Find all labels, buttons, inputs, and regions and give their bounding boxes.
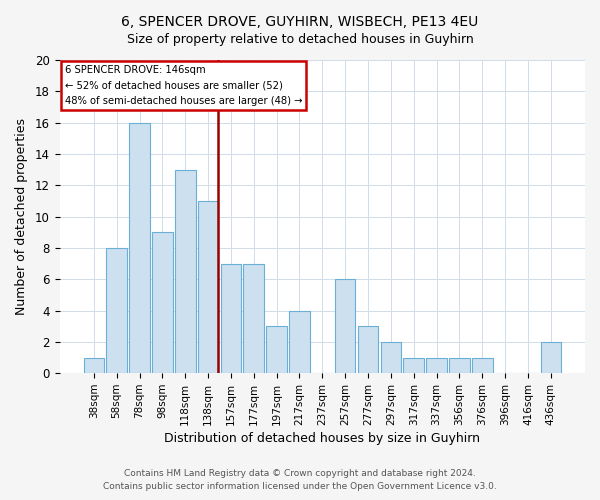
- Bar: [449, 358, 470, 373]
- Text: 6, SPENCER DROVE, GUYHIRN, WISBECH, PE13 4EU: 6, SPENCER DROVE, GUYHIRN, WISBECH, PE13…: [121, 15, 479, 29]
- Bar: [152, 232, 173, 373]
- Bar: [472, 358, 493, 373]
- Bar: [427, 358, 447, 373]
- Bar: [83, 358, 104, 373]
- Bar: [541, 342, 561, 373]
- Bar: [403, 358, 424, 373]
- Bar: [266, 326, 287, 373]
- Text: Size of property relative to detached houses in Guyhirn: Size of property relative to detached ho…: [127, 32, 473, 46]
- Text: 6 SPENCER DROVE: 146sqm
← 52% of detached houses are smaller (52)
48% of semi-de: 6 SPENCER DROVE: 146sqm ← 52% of detache…: [65, 64, 302, 106]
- Bar: [221, 264, 241, 373]
- Bar: [335, 279, 355, 373]
- Bar: [358, 326, 379, 373]
- Y-axis label: Number of detached properties: Number of detached properties: [15, 118, 28, 315]
- Bar: [380, 342, 401, 373]
- X-axis label: Distribution of detached houses by size in Guyhirn: Distribution of detached houses by size …: [164, 432, 481, 445]
- Bar: [106, 248, 127, 373]
- Bar: [289, 310, 310, 373]
- Bar: [244, 264, 264, 373]
- Bar: [198, 201, 218, 373]
- Text: Contains HM Land Registry data © Crown copyright and database right 2024.
Contai: Contains HM Land Registry data © Crown c…: [103, 469, 497, 491]
- Bar: [175, 170, 196, 373]
- Bar: [129, 122, 150, 373]
